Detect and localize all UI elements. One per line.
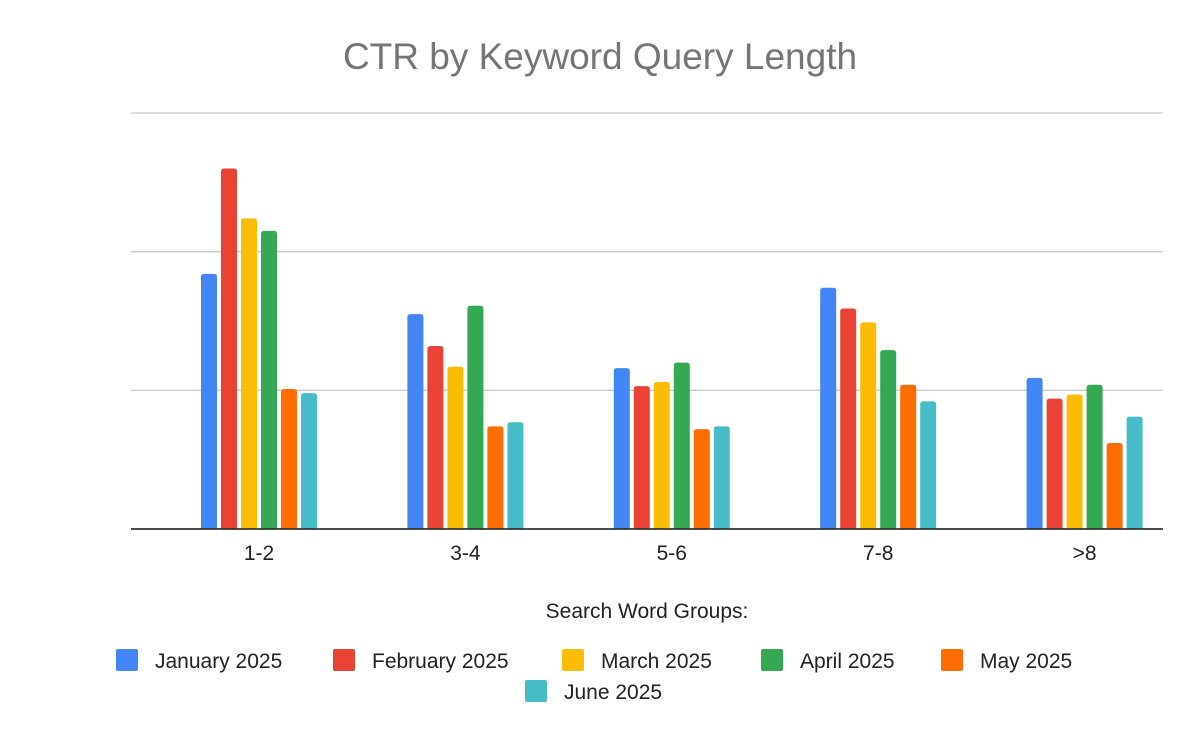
bar-12-february[interactable] xyxy=(221,168,237,529)
legend-item-march[interactable]: March 2025 xyxy=(562,649,712,673)
legend-label: June 2025 xyxy=(564,681,662,704)
legend-swatch xyxy=(525,680,547,702)
bar-56-january[interactable] xyxy=(613,368,630,529)
bar-78-january[interactable] xyxy=(820,287,837,529)
x-tick-label: 7-8 xyxy=(863,542,893,565)
legend-swatch xyxy=(562,649,584,671)
x-tick-labels: 1-2 3-4 5-6 7-8 >8 xyxy=(244,542,1097,565)
bar-34-march[interactable] xyxy=(447,366,464,529)
bar-8-january[interactable] xyxy=(1026,377,1043,529)
legend[interactable]: January 2025 February 2025 March 2025 April… xyxy=(116,649,1072,704)
legend-swatch xyxy=(941,649,963,671)
x-tick-label: 1-2 xyxy=(244,542,274,565)
bar-8-may[interactable] xyxy=(1106,443,1123,529)
legend-label: May 2025 xyxy=(980,650,1072,673)
legend-item-february[interactable]: February 2025 xyxy=(333,649,509,673)
bar-56-may[interactable] xyxy=(693,429,710,529)
bar-8-march[interactable] xyxy=(1066,394,1083,529)
bar-56-june[interactable] xyxy=(713,426,730,529)
legend-item-may[interactable]: May 2025 xyxy=(941,649,1072,673)
bar-8-june[interactable] xyxy=(1126,416,1143,529)
chart-title: CTR by Keyword Query Length xyxy=(343,36,857,77)
bar-12-march[interactable] xyxy=(241,218,257,530)
bar-12-may[interactable] xyxy=(281,388,297,529)
bar-8-april[interactable] xyxy=(1086,384,1103,529)
bars xyxy=(201,168,1143,530)
legend-label: February 2025 xyxy=(372,650,509,673)
bar-78-may[interactable] xyxy=(900,384,917,529)
legend-label: January 2025 xyxy=(155,650,282,673)
bar-78-march[interactable] xyxy=(860,322,877,529)
legend-label: April 2025 xyxy=(800,650,895,673)
x-tick-label: 3-4 xyxy=(450,542,481,565)
legend-swatch xyxy=(333,649,355,671)
x-axis-title: Search Word Groups: xyxy=(546,600,749,623)
bar-34-may[interactable] xyxy=(487,426,504,529)
bar-12-june[interactable] xyxy=(301,393,317,529)
bar-56-february[interactable] xyxy=(633,386,650,529)
bar-78-april[interactable] xyxy=(880,350,897,529)
bar-78-february[interactable] xyxy=(840,308,857,529)
bar-34-february[interactable] xyxy=(427,345,444,529)
legend-swatch xyxy=(116,649,138,671)
legend-swatch xyxy=(761,649,783,671)
bar-12-april[interactable] xyxy=(261,230,277,529)
legend-label: March 2025 xyxy=(601,650,712,673)
bar-34-january[interactable] xyxy=(407,314,424,529)
bar-8-february[interactable] xyxy=(1046,398,1063,529)
bar-34-june[interactable] xyxy=(507,422,524,529)
legend-item-june[interactable]: June 2025 xyxy=(525,680,662,704)
bar-56-march[interactable] xyxy=(653,382,670,529)
legend-item-april[interactable]: April 2025 xyxy=(761,649,895,673)
gridlines xyxy=(131,112,1163,391)
x-tick-label: 5-6 xyxy=(657,542,687,565)
bar-78-june[interactable] xyxy=(920,401,937,529)
x-tick-label: >8 xyxy=(1073,542,1097,565)
bar-34-april[interactable] xyxy=(467,305,484,529)
legend-item-january[interactable]: January 2025 xyxy=(116,649,282,673)
bar-56-april[interactable] xyxy=(673,362,690,529)
bar-12-january[interactable] xyxy=(201,273,217,529)
